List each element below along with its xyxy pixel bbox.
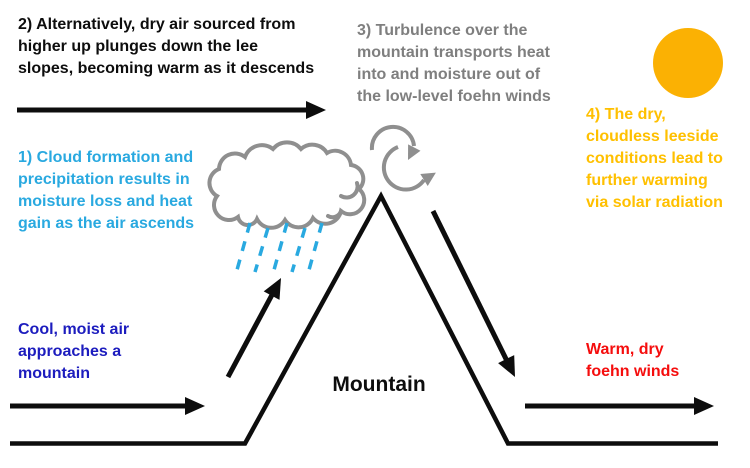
foehn-wind-arrow xyxy=(525,397,714,415)
annotation-step3-line: into and moisture out of xyxy=(357,66,541,83)
descending-air-arrow xyxy=(430,209,515,377)
annotation-step3: 3) Turbulence over the mountain transpor… xyxy=(357,20,551,108)
annotation-step1-line: precipitation results in xyxy=(18,171,190,188)
annotation-step3-line: mountain transports heat xyxy=(357,44,550,61)
annotation-step2-line: slopes, becoming warm as it descends xyxy=(18,60,315,77)
rain-icon xyxy=(235,222,324,273)
upper-level-wind-arrow xyxy=(17,101,326,119)
inflow-label: Cool, moist air approaches a mountain xyxy=(18,319,129,385)
annotation-step4-line: cloudless leeside xyxy=(586,128,719,145)
annotation-step3-line: the low-level foehn winds xyxy=(357,88,551,105)
outflow-label: Warm, dry foehn winds xyxy=(586,339,679,383)
ascending-air-arrow xyxy=(225,278,281,379)
mountain-label: Mountain xyxy=(332,373,426,396)
outflow-label-line: Warm, dry xyxy=(586,341,664,358)
annotation-step4-line: further warming xyxy=(586,172,708,189)
annotation-step2-line: 2) Alternatively, dry air sourced from xyxy=(18,16,296,33)
annotation-step2: 2) Alternatively, dry air sourced from h… xyxy=(18,14,314,80)
annotation-step4: 4) The dry, cloudless leeside conditions… xyxy=(586,104,723,214)
incoming-air-arrow xyxy=(10,397,205,415)
turbulence-icon xyxy=(369,124,436,192)
annotation-step4-line: via solar radiation xyxy=(586,194,723,211)
cloud-icon xyxy=(207,140,367,230)
annotation-step1-line: gain as the air ascends xyxy=(18,215,195,232)
annotation-step1-line: moisture loss and heat xyxy=(18,193,193,210)
inflow-label-line: mountain xyxy=(18,365,90,382)
annotation-step1: 1) Cloud formation and precipitation res… xyxy=(18,147,194,235)
mountain-outline xyxy=(10,191,718,446)
inflow-label-line: approaches a xyxy=(18,343,122,360)
sun-icon xyxy=(653,28,723,98)
inflow-label-line: Cool, moist air xyxy=(18,321,130,338)
outflow-label-line: foehn winds xyxy=(586,363,680,380)
annotation-step4-line: 4) The dry, xyxy=(586,106,666,123)
annotation-step4-line: conditions lead to xyxy=(586,150,723,167)
annotation-step1-line: 1) Cloud formation and xyxy=(18,149,194,166)
annotation-step2-line: higher up plunges down the lee xyxy=(18,38,259,55)
annotation-step3-line: 3) Turbulence over the xyxy=(357,22,528,39)
